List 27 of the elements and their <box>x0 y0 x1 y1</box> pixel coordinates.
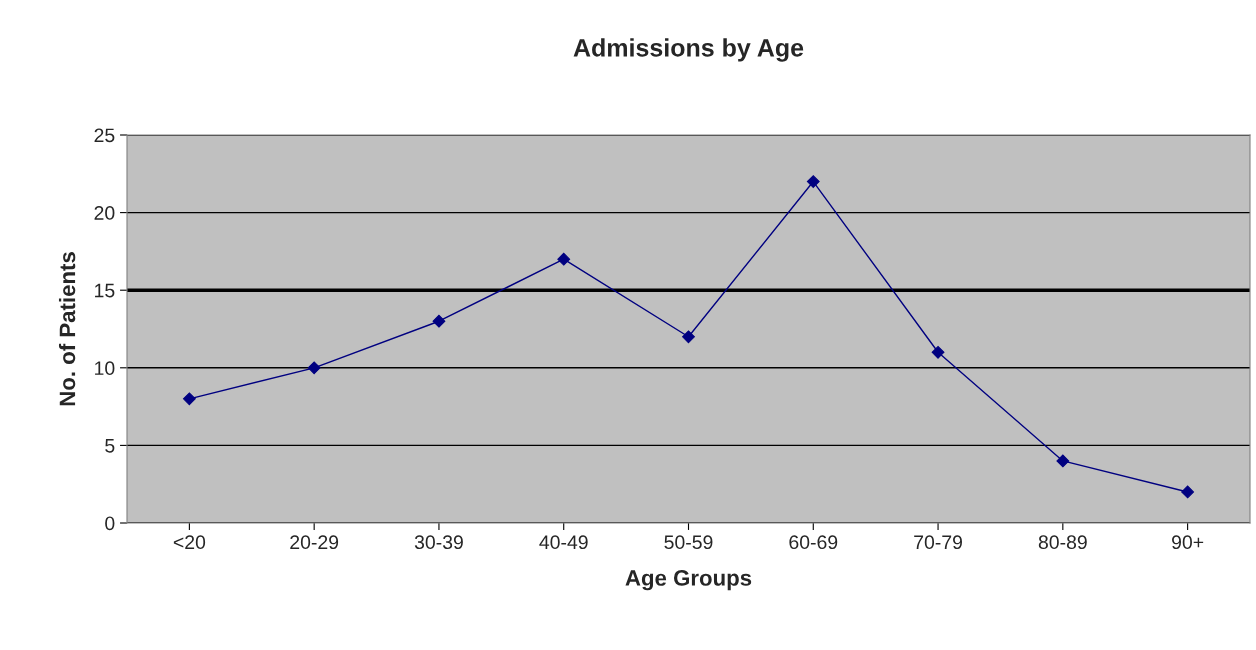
y-tick-label: 5 <box>105 439 115 453</box>
point <box>806 175 820 188</box>
x-tick-label: 90+ <box>1172 535 1204 550</box>
point <box>432 314 446 328</box>
y-tick-label: 15 <box>95 283 115 298</box>
x-tick-label: 20-29 <box>290 535 339 550</box>
y-tick-label: 25 <box>94 128 115 143</box>
y-tick-label: 10 <box>95 361 115 376</box>
point <box>182 392 196 406</box>
y-axis-title: No. of Patients <box>58 252 76 406</box>
point <box>931 345 945 359</box>
x-tick-label: 60-69 <box>789 535 838 550</box>
x-tick-label: 70-79 <box>914 535 962 550</box>
chart-title: Admissions by Age <box>573 38 804 62</box>
point <box>307 361 321 375</box>
x-tick-label: 50-59 <box>664 535 713 550</box>
point <box>557 252 571 266</box>
x-tick-label: 80-89 <box>1038 535 1087 550</box>
x-tick-label: <20 <box>173 535 206 550</box>
x-axis-title: Age Groups <box>625 570 752 591</box>
x-tick-label: 30-39 <box>414 535 463 550</box>
point <box>682 330 695 344</box>
x-tick-label: 40-49 <box>539 535 588 550</box>
y-tick-label: 0 <box>105 516 115 531</box>
point <box>1056 454 1070 468</box>
point <box>1181 485 1195 499</box>
y-tick-label: 20 <box>94 206 115 220</box>
